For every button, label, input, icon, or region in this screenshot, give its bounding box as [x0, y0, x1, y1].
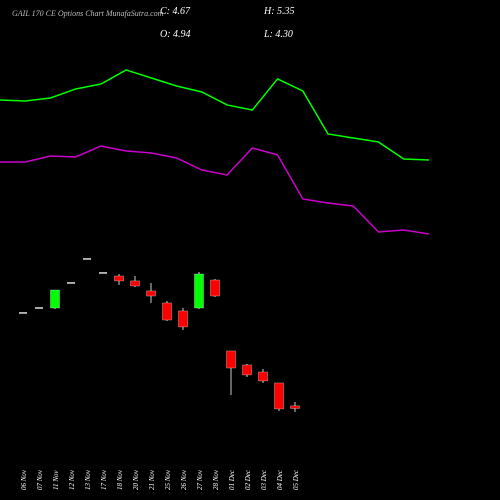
x-tick-label: 06 Nov	[20, 469, 28, 490]
candle-body	[194, 273, 204, 309]
x-tick-label: 11 Nov	[52, 470, 60, 490]
x-tick-label: 03 Dec	[260, 469, 268, 490]
low-label: L: 4.30	[263, 29, 293, 40]
x-tick-label: 07 Nov	[36, 469, 44, 490]
x-tick-label: 01 Dec	[228, 469, 236, 490]
x-tick-label: 02 Dec	[244, 469, 252, 490]
x-tick-label: 18 Nov	[116, 469, 124, 490]
candle-body	[274, 382, 284, 410]
candle-body	[226, 350, 236, 369]
close-label: C: 4.67	[160, 6, 191, 17]
candle-body	[114, 275, 124, 282]
x-tick-label: 13 Nov	[84, 469, 92, 490]
candle-body	[242, 364, 252, 376]
x-tick-label: 25 Nov	[164, 469, 172, 490]
candle-body	[146, 290, 156, 297]
candle-body	[162, 302, 172, 321]
x-tick-label: 04 Dec	[276, 469, 284, 490]
chart-title: GAIL 170 CE Options Chart MunafaSutra.co…	[12, 9, 164, 18]
high-label: H: 5.35	[263, 6, 295, 17]
candle-body	[290, 405, 300, 409]
x-tick-label: 12 Nov	[68, 469, 76, 490]
x-tick-label: 26 Nov	[180, 469, 188, 490]
x-tick-label: 17 Nov	[100, 469, 108, 490]
x-tick-label: 21 Nov	[148, 469, 156, 490]
candle-body	[50, 289, 60, 309]
x-tick-label: 28 Nov	[212, 469, 220, 490]
x-tick-label: 20 Nov	[132, 469, 140, 490]
candle-body	[130, 280, 140, 287]
candle-body	[258, 371, 268, 382]
x-tick-label: 05 Dec	[292, 469, 300, 490]
indicator-line	[0, 145, 430, 235]
candle-body	[178, 310, 188, 328]
open-label: O: 4.94	[160, 29, 191, 40]
x-tick-label: 27 Nov	[196, 469, 204, 490]
indicator-line	[0, 69, 430, 161]
candle-body	[210, 279, 220, 297]
